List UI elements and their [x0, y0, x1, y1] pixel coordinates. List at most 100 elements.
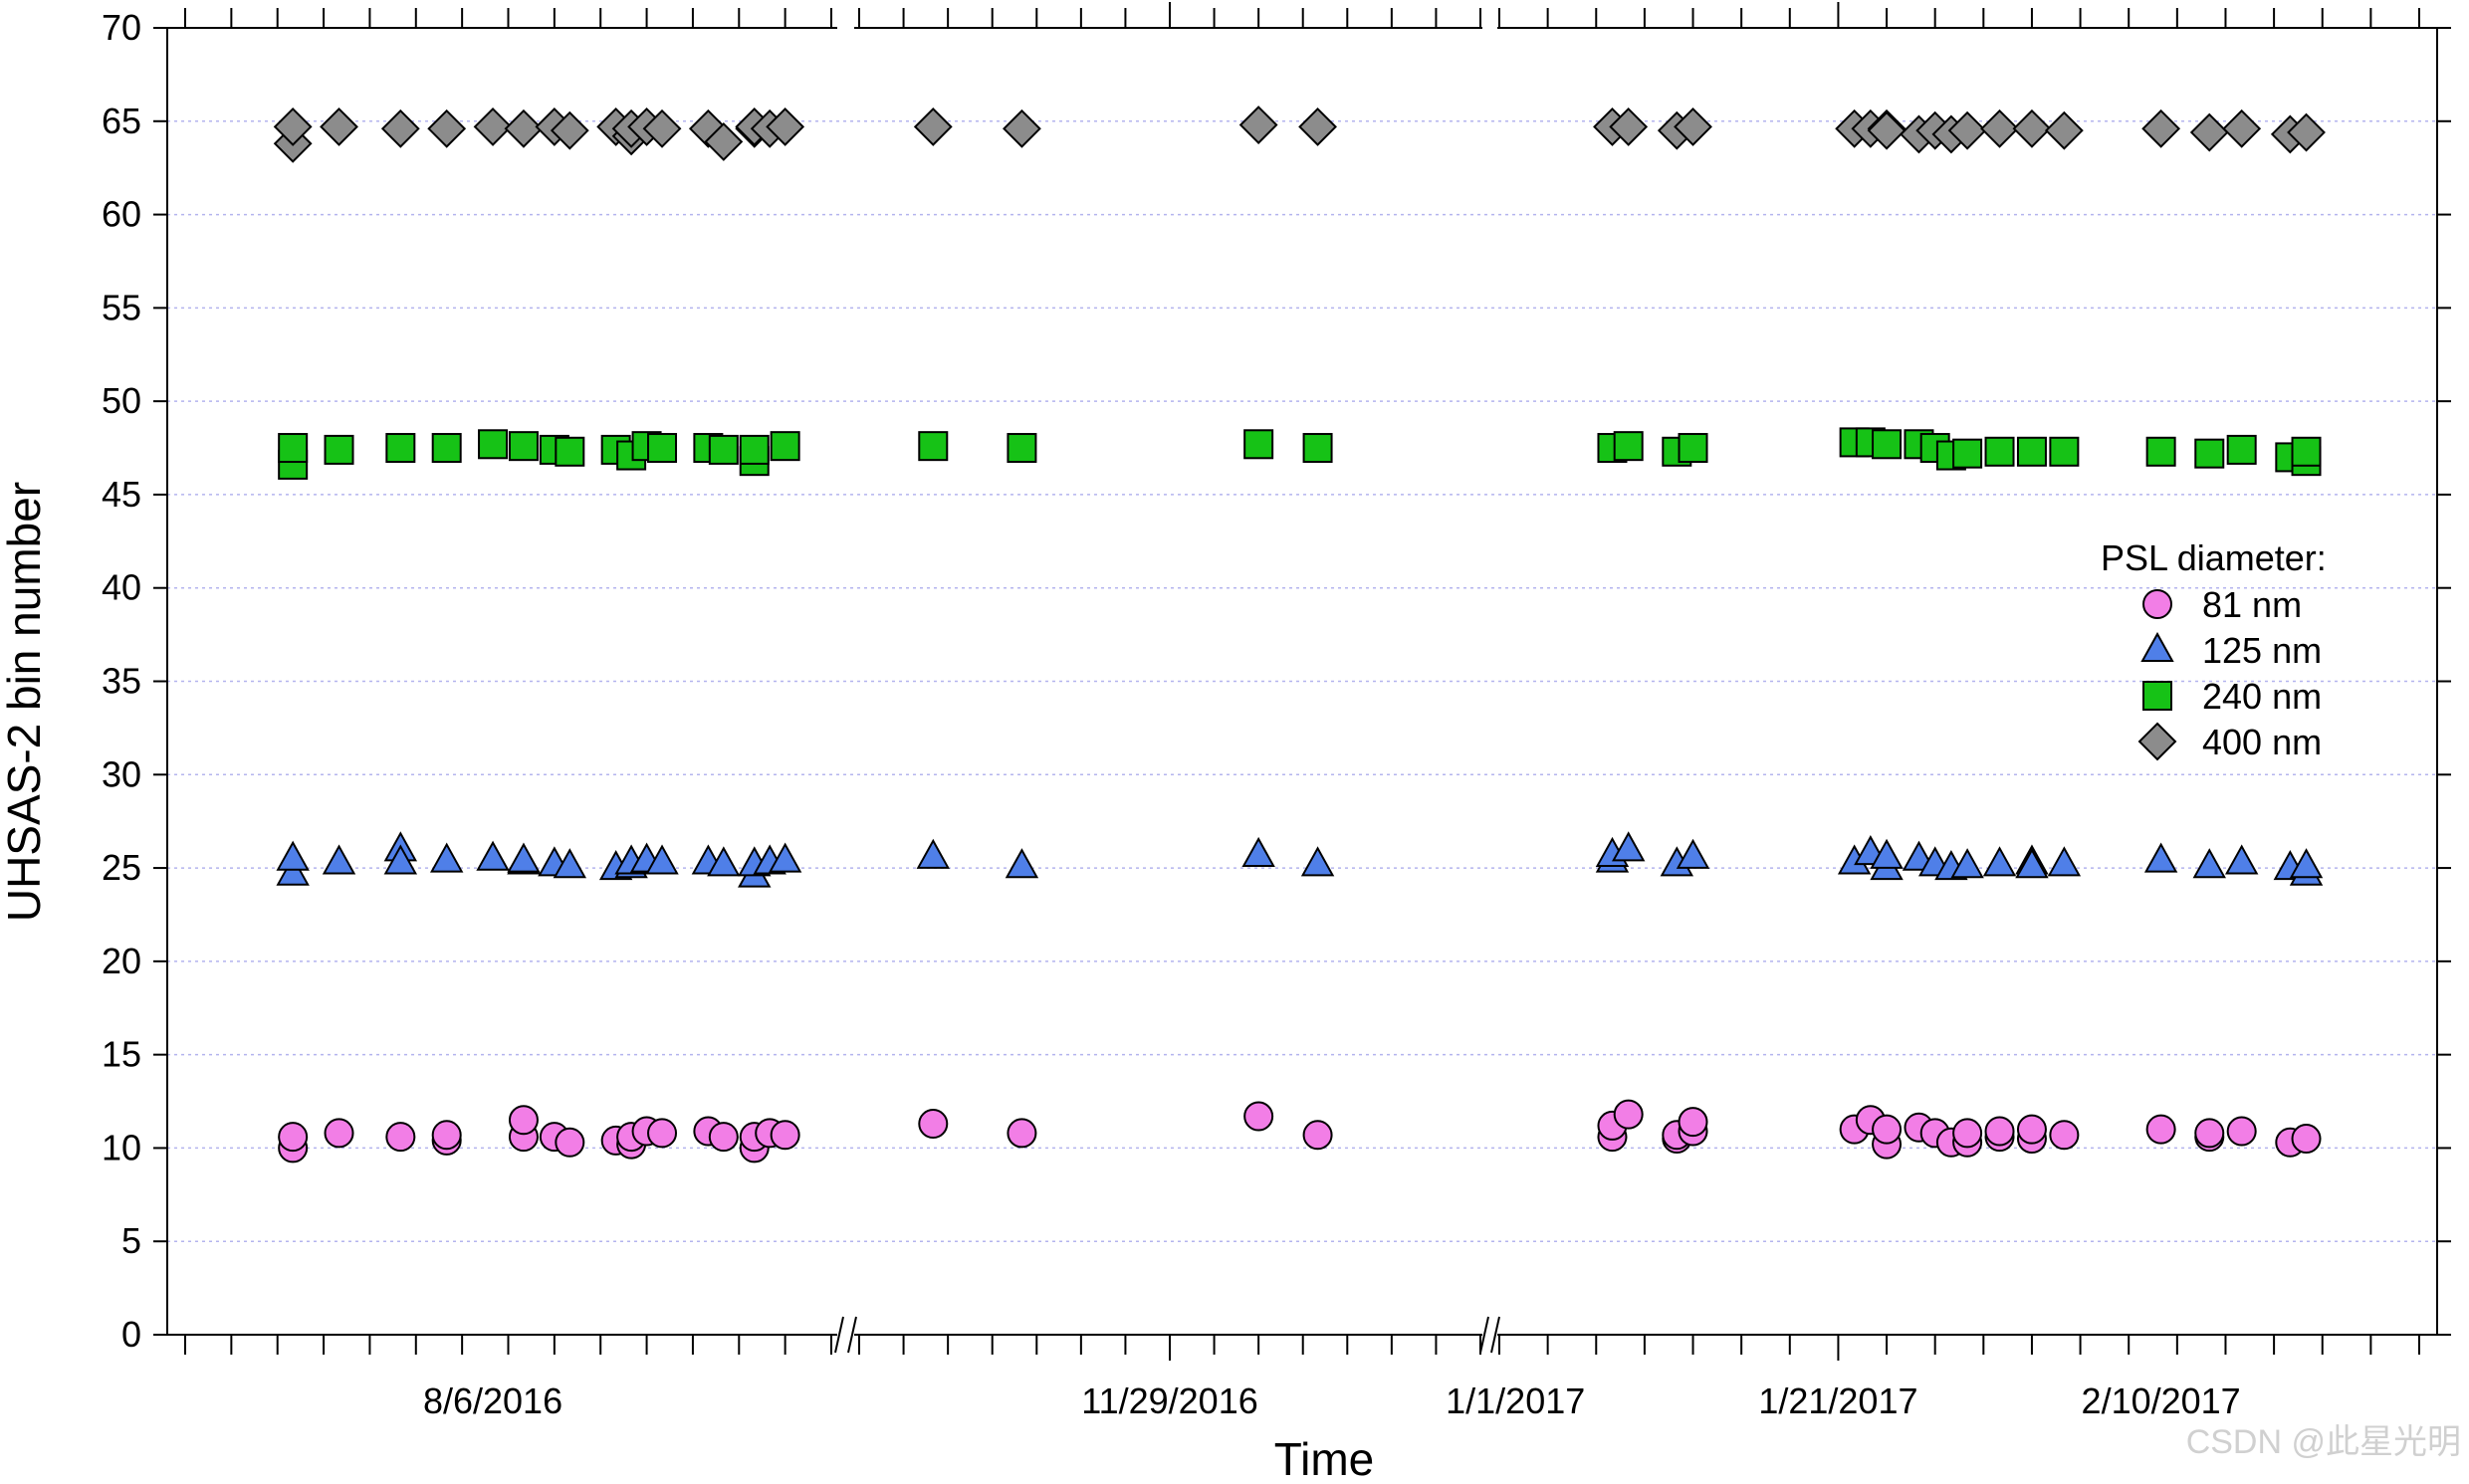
point-125nm	[2224, 844, 2259, 875]
point-400nm	[1867, 110, 1907, 150]
point-400nm	[273, 106, 313, 146]
y-tick-label: 10	[102, 1127, 141, 1167]
y-tick-label: 30	[102, 753, 141, 794]
legend-marker-240nm	[2142, 681, 2172, 711]
point-125nm	[553, 848, 587, 879]
point-400nm	[642, 108, 682, 148]
point-125nm	[507, 842, 541, 873]
point-125nm	[429, 842, 464, 873]
point-240nm	[1678, 433, 1708, 464]
point-81nm	[2194, 1118, 2225, 1149]
point-81nm	[385, 1122, 416, 1153]
point-400nm	[1238, 106, 1278, 144]
point-240nm	[2145, 436, 2176, 467]
point-125nm	[1676, 838, 1710, 869]
watermark: CSDN @此星光明	[2186, 1423, 2461, 1461]
y-tick-label: 5	[121, 1220, 141, 1261]
point-400nm	[550, 110, 589, 150]
point-240nm	[2226, 434, 2257, 465]
y-tick-label: 40	[102, 567, 141, 608]
point-81nm	[770, 1120, 800, 1151]
point-81nm	[2049, 1120, 2080, 1151]
axis-break-mark	[834, 1316, 844, 1354]
y-tick-label: 50	[102, 380, 141, 421]
point-400nm	[2141, 108, 2181, 148]
point-125nm	[2143, 842, 2178, 873]
point-400nm	[704, 122, 744, 161]
point-81nm	[555, 1127, 585, 1158]
y-tick-label: 60	[102, 194, 141, 235]
point-240nm	[770, 431, 800, 462]
legend-label: 240 nm	[2202, 676, 2322, 717]
point-400nm	[2287, 112, 2326, 152]
point-125nm	[645, 844, 679, 875]
data-marks	[273, 106, 2326, 1164]
y-tick-label: 15	[102, 1034, 141, 1075]
point-81nm	[708, 1122, 739, 1153]
y-tick-label: 65	[102, 101, 141, 141]
y-tick-label: 70	[102, 7, 141, 48]
point-125nm	[2289, 848, 2324, 879]
point-400nm	[1674, 106, 1712, 146]
point-125nm	[916, 838, 950, 869]
y-axis-title: UHSAS-2 bin number	[0, 482, 50, 922]
legend-marker-400nm	[2137, 722, 2177, 761]
point-81nm	[278, 1122, 309, 1153]
point-400nm	[2044, 110, 2084, 150]
point-240nm	[2016, 436, 2047, 467]
point-400nm	[473, 106, 513, 146]
point-240nm	[918, 431, 949, 462]
point-125nm	[768, 842, 802, 873]
point-240nm	[708, 434, 739, 465]
legend-title: PSL diameter:	[2101, 537, 2327, 578]
point-125nm	[276, 840, 310, 871]
point-81nm	[2226, 1116, 2257, 1147]
point-400nm	[2012, 108, 2052, 148]
point-400nm	[2222, 108, 2262, 148]
point-81nm	[1952, 1118, 1983, 1149]
point-81nm	[1984, 1116, 2015, 1147]
point-240nm	[647, 433, 678, 464]
point-240nm	[431, 433, 462, 464]
point-81nm	[1613, 1099, 1644, 1130]
x-tick-label: 2/10/2017	[2082, 1380, 2241, 1421]
point-240nm	[2194, 438, 2225, 469]
point-125nm	[383, 844, 418, 875]
point-240nm	[385, 433, 416, 464]
point-81nm	[2145, 1114, 2176, 1145]
grid-lines	[167, 120, 2437, 1242]
point-240nm	[1952, 438, 1983, 469]
point-400nm	[1947, 110, 1987, 150]
point-400nm	[380, 108, 420, 148]
point-400nm	[320, 106, 358, 146]
y-tick-label: 55	[102, 287, 141, 327]
y-tick-label: 0	[121, 1314, 141, 1355]
point-125nm	[322, 844, 356, 875]
point-125nm	[707, 846, 741, 877]
point-400nm	[1609, 106, 1649, 146]
point-240nm	[1872, 429, 1903, 460]
x-tick-label: 1/21/2017	[1758, 1380, 1917, 1421]
point-125nm	[2015, 848, 2049, 879]
point-240nm	[2049, 436, 2080, 467]
point-240nm	[739, 434, 770, 465]
point-240nm	[478, 429, 509, 460]
point-81nm	[1678, 1107, 1708, 1138]
point-240nm	[1007, 433, 1037, 464]
point-400nm	[1980, 108, 2019, 148]
legend: PSL diameter: 81 nm 125 nm 240 nm 400 nm	[2101, 537, 2327, 762]
point-400nm	[1298, 106, 1337, 146]
point-81nm	[508, 1105, 539, 1136]
point-125nm	[2047, 846, 2082, 877]
legend-label: 400 nm	[2202, 722, 2322, 762]
axes: 0 5 10 15 20 25 30 35 40 45 50 55 60 65 70 8/6/2016 11/2…	[102, 2, 2451, 1421]
point-81nm	[431, 1120, 462, 1151]
legend-marker-125nm	[2140, 631, 2174, 662]
point-125nm	[1870, 838, 1904, 869]
point-400nm	[766, 106, 805, 146]
legend-marker-81nm	[2142, 589, 2172, 619]
point-81nm	[1243, 1101, 1274, 1132]
legend-label: 125 nm	[2202, 630, 2322, 671]
